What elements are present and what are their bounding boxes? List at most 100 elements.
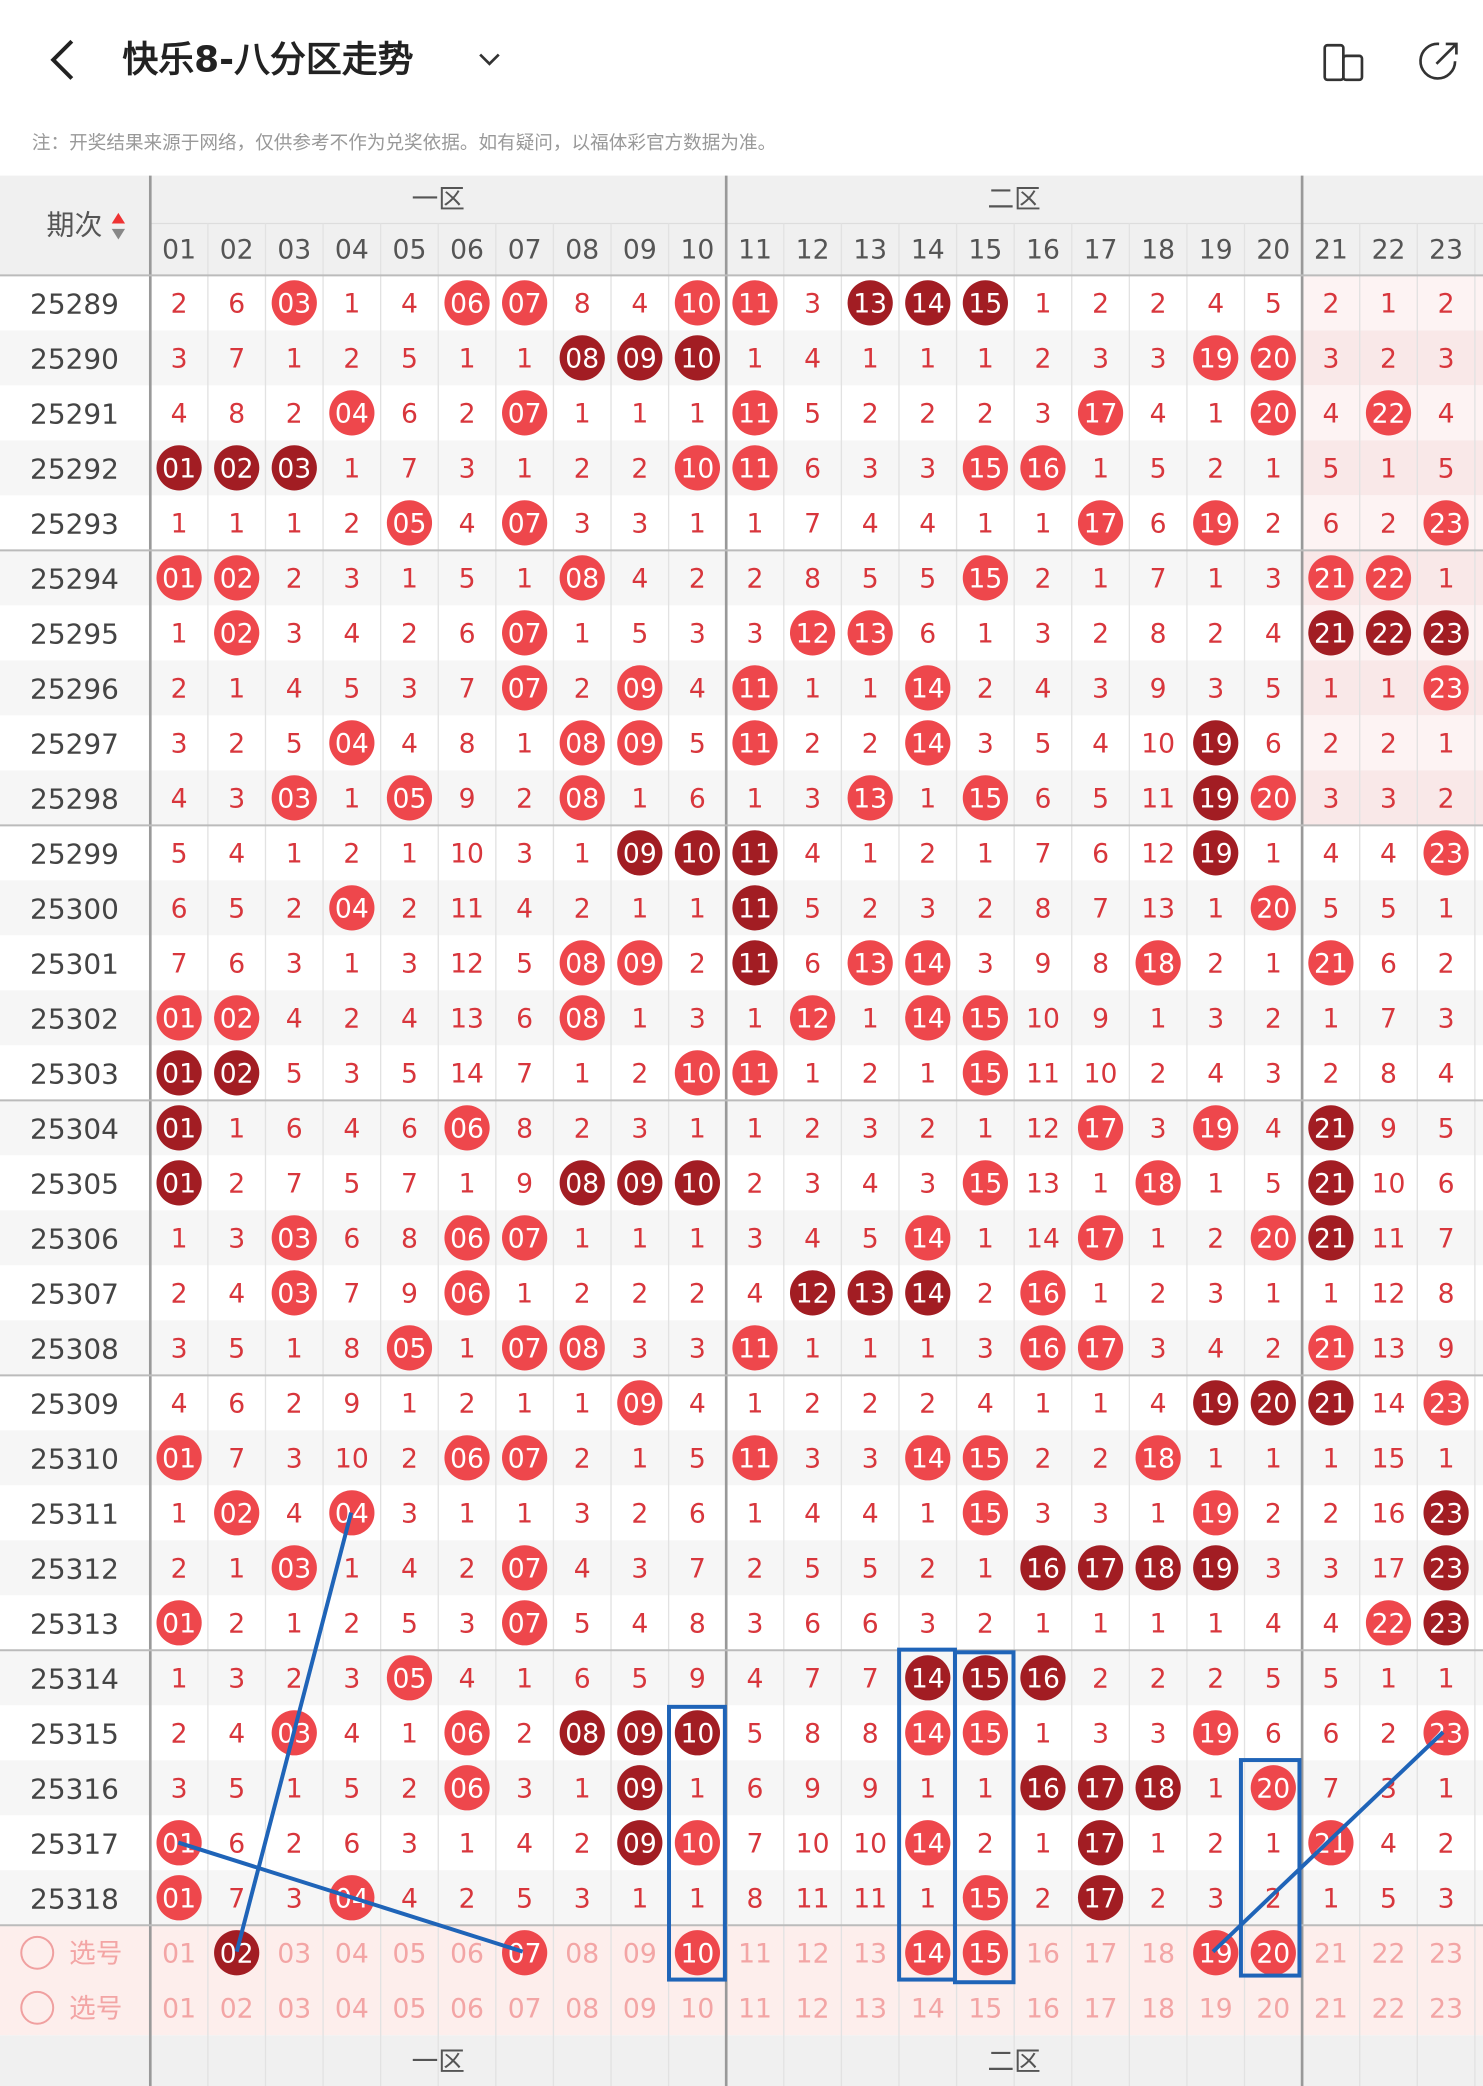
ball	[732, 445, 778, 491]
zone-label: 二区	[988, 184, 1041, 215]
ball	[1250, 775, 1296, 821]
ball	[732, 720, 778, 766]
miss-count: 08	[565, 1994, 599, 2025]
miss-count: 1	[1265, 1279, 1282, 1310]
miss-count: 4	[1265, 619, 1282, 650]
ball-number: 23	[1429, 674, 1463, 705]
ball	[1020, 1325, 1066, 1371]
miss-count: 3	[804, 784, 821, 815]
miss-count: 1	[286, 1334, 303, 1365]
miss-count: 2	[747, 564, 764, 595]
ball-number: 23	[1429, 1554, 1463, 1585]
miss-count: 2	[171, 1279, 188, 1310]
miss-count: 5	[1438, 454, 1455, 485]
ball	[674, 1160, 721, 1206]
ball	[1193, 775, 1239, 821]
ball-number: 21	[1314, 949, 1348, 980]
miss-count: 6	[1034, 784, 1051, 815]
rotate-icon[interactable]	[1323, 43, 1364, 82]
column-number: 01	[162, 235, 196, 266]
ball	[214, 610, 260, 656]
ball	[502, 500, 548, 546]
miss-count: 10	[450, 839, 484, 870]
miss-count: 2	[689, 949, 706, 980]
miss-count: 1	[1034, 1389, 1051, 1420]
ball-number: 21	[1314, 1169, 1348, 1200]
issue: 25290	[30, 343, 119, 376]
miss-count: 1	[977, 1554, 994, 1585]
column-number: 20	[1256, 235, 1290, 266]
miss-count: 2	[343, 344, 360, 375]
ball-number: 20	[1256, 1774, 1290, 1805]
ball-number: 23	[1429, 509, 1463, 540]
miss-count: 5	[1380, 1884, 1397, 1915]
ball	[444, 1105, 490, 1151]
ball-number: 03	[277, 289, 311, 320]
ball-number: 13	[853, 619, 887, 650]
issue: 25303	[30, 1058, 119, 1091]
column-number: 23	[1429, 235, 1463, 266]
miss-count: 4	[228, 839, 245, 870]
ball	[156, 555, 202, 601]
ball-number: 14	[911, 1444, 945, 1475]
ball-number: 13	[853, 784, 887, 815]
ball-number: 20	[1256, 1224, 1290, 1255]
miss-count: 3	[401, 674, 418, 705]
miss-count: 2	[689, 1279, 706, 1310]
ball	[789, 610, 836, 656]
ball-number: 08	[565, 564, 599, 595]
miss-count: 6	[574, 1664, 591, 1695]
miss-count: 1	[1034, 1609, 1051, 1640]
ball	[674, 1930, 721, 1976]
ball-number: 15	[968, 1884, 1002, 1915]
ball-number: 15	[968, 1499, 1002, 1530]
miss-count: 5	[228, 1774, 245, 1805]
ball	[156, 1160, 202, 1206]
miss-count: 2	[631, 1499, 648, 1530]
miss-count: 06	[450, 1939, 484, 1970]
ball-number: 16	[1026, 1279, 1060, 1310]
miss-count: 8	[1150, 619, 1167, 650]
miss-count: 6	[401, 1114, 418, 1145]
miss-count: 1	[574, 1224, 591, 1255]
ball	[617, 1765, 663, 1811]
share-icon[interactable]	[1419, 42, 1458, 80]
back-button[interactable]	[50, 39, 74, 80]
ball	[1308, 1820, 1354, 1866]
miss-count: 2	[1380, 344, 1397, 375]
miss-count: 3	[747, 619, 764, 650]
ball	[1308, 555, 1354, 601]
ball-number: 17	[1084, 1829, 1118, 1860]
ball	[1250, 335, 1296, 381]
ball	[1193, 1545, 1239, 1591]
miss-count: 4	[401, 729, 418, 760]
miss-count: 2	[1438, 289, 1455, 320]
miss-count: 2	[1207, 454, 1224, 485]
ball-number: 22	[1372, 564, 1406, 595]
miss-count: 1	[343, 454, 360, 485]
ball	[156, 1105, 202, 1151]
ball-number: 19	[1199, 1499, 1233, 1530]
ball	[559, 1325, 605, 1371]
miss-count: 2	[977, 399, 994, 430]
ball	[1193, 1380, 1239, 1426]
miss-count: 2	[919, 1554, 936, 1585]
miss-count: 7	[516, 1059, 533, 1090]
miss-count: 1	[401, 1719, 418, 1750]
miss-count: 4	[1322, 839, 1339, 870]
miss-count: 13	[1026, 1169, 1060, 1200]
ball-number: 17	[1084, 1884, 1118, 1915]
miss-count: 1	[1207, 1444, 1224, 1475]
miss-count: 1	[516, 1499, 533, 1530]
ball	[1423, 1710, 1469, 1756]
ball	[905, 1710, 951, 1756]
miss-count: 7	[1034, 839, 1051, 870]
ball	[674, 830, 721, 876]
miss-count: 6	[747, 1774, 764, 1805]
title-dropdown[interactable]	[479, 53, 500, 66]
page-title[interactable]: 快乐8-八分区走势	[122, 39, 413, 80]
ball-number: 10	[680, 1169, 714, 1200]
miss-count: 2	[171, 289, 188, 320]
miss-count: 9	[1150, 674, 1167, 705]
pick-label: 选号	[69, 1994, 122, 2025]
